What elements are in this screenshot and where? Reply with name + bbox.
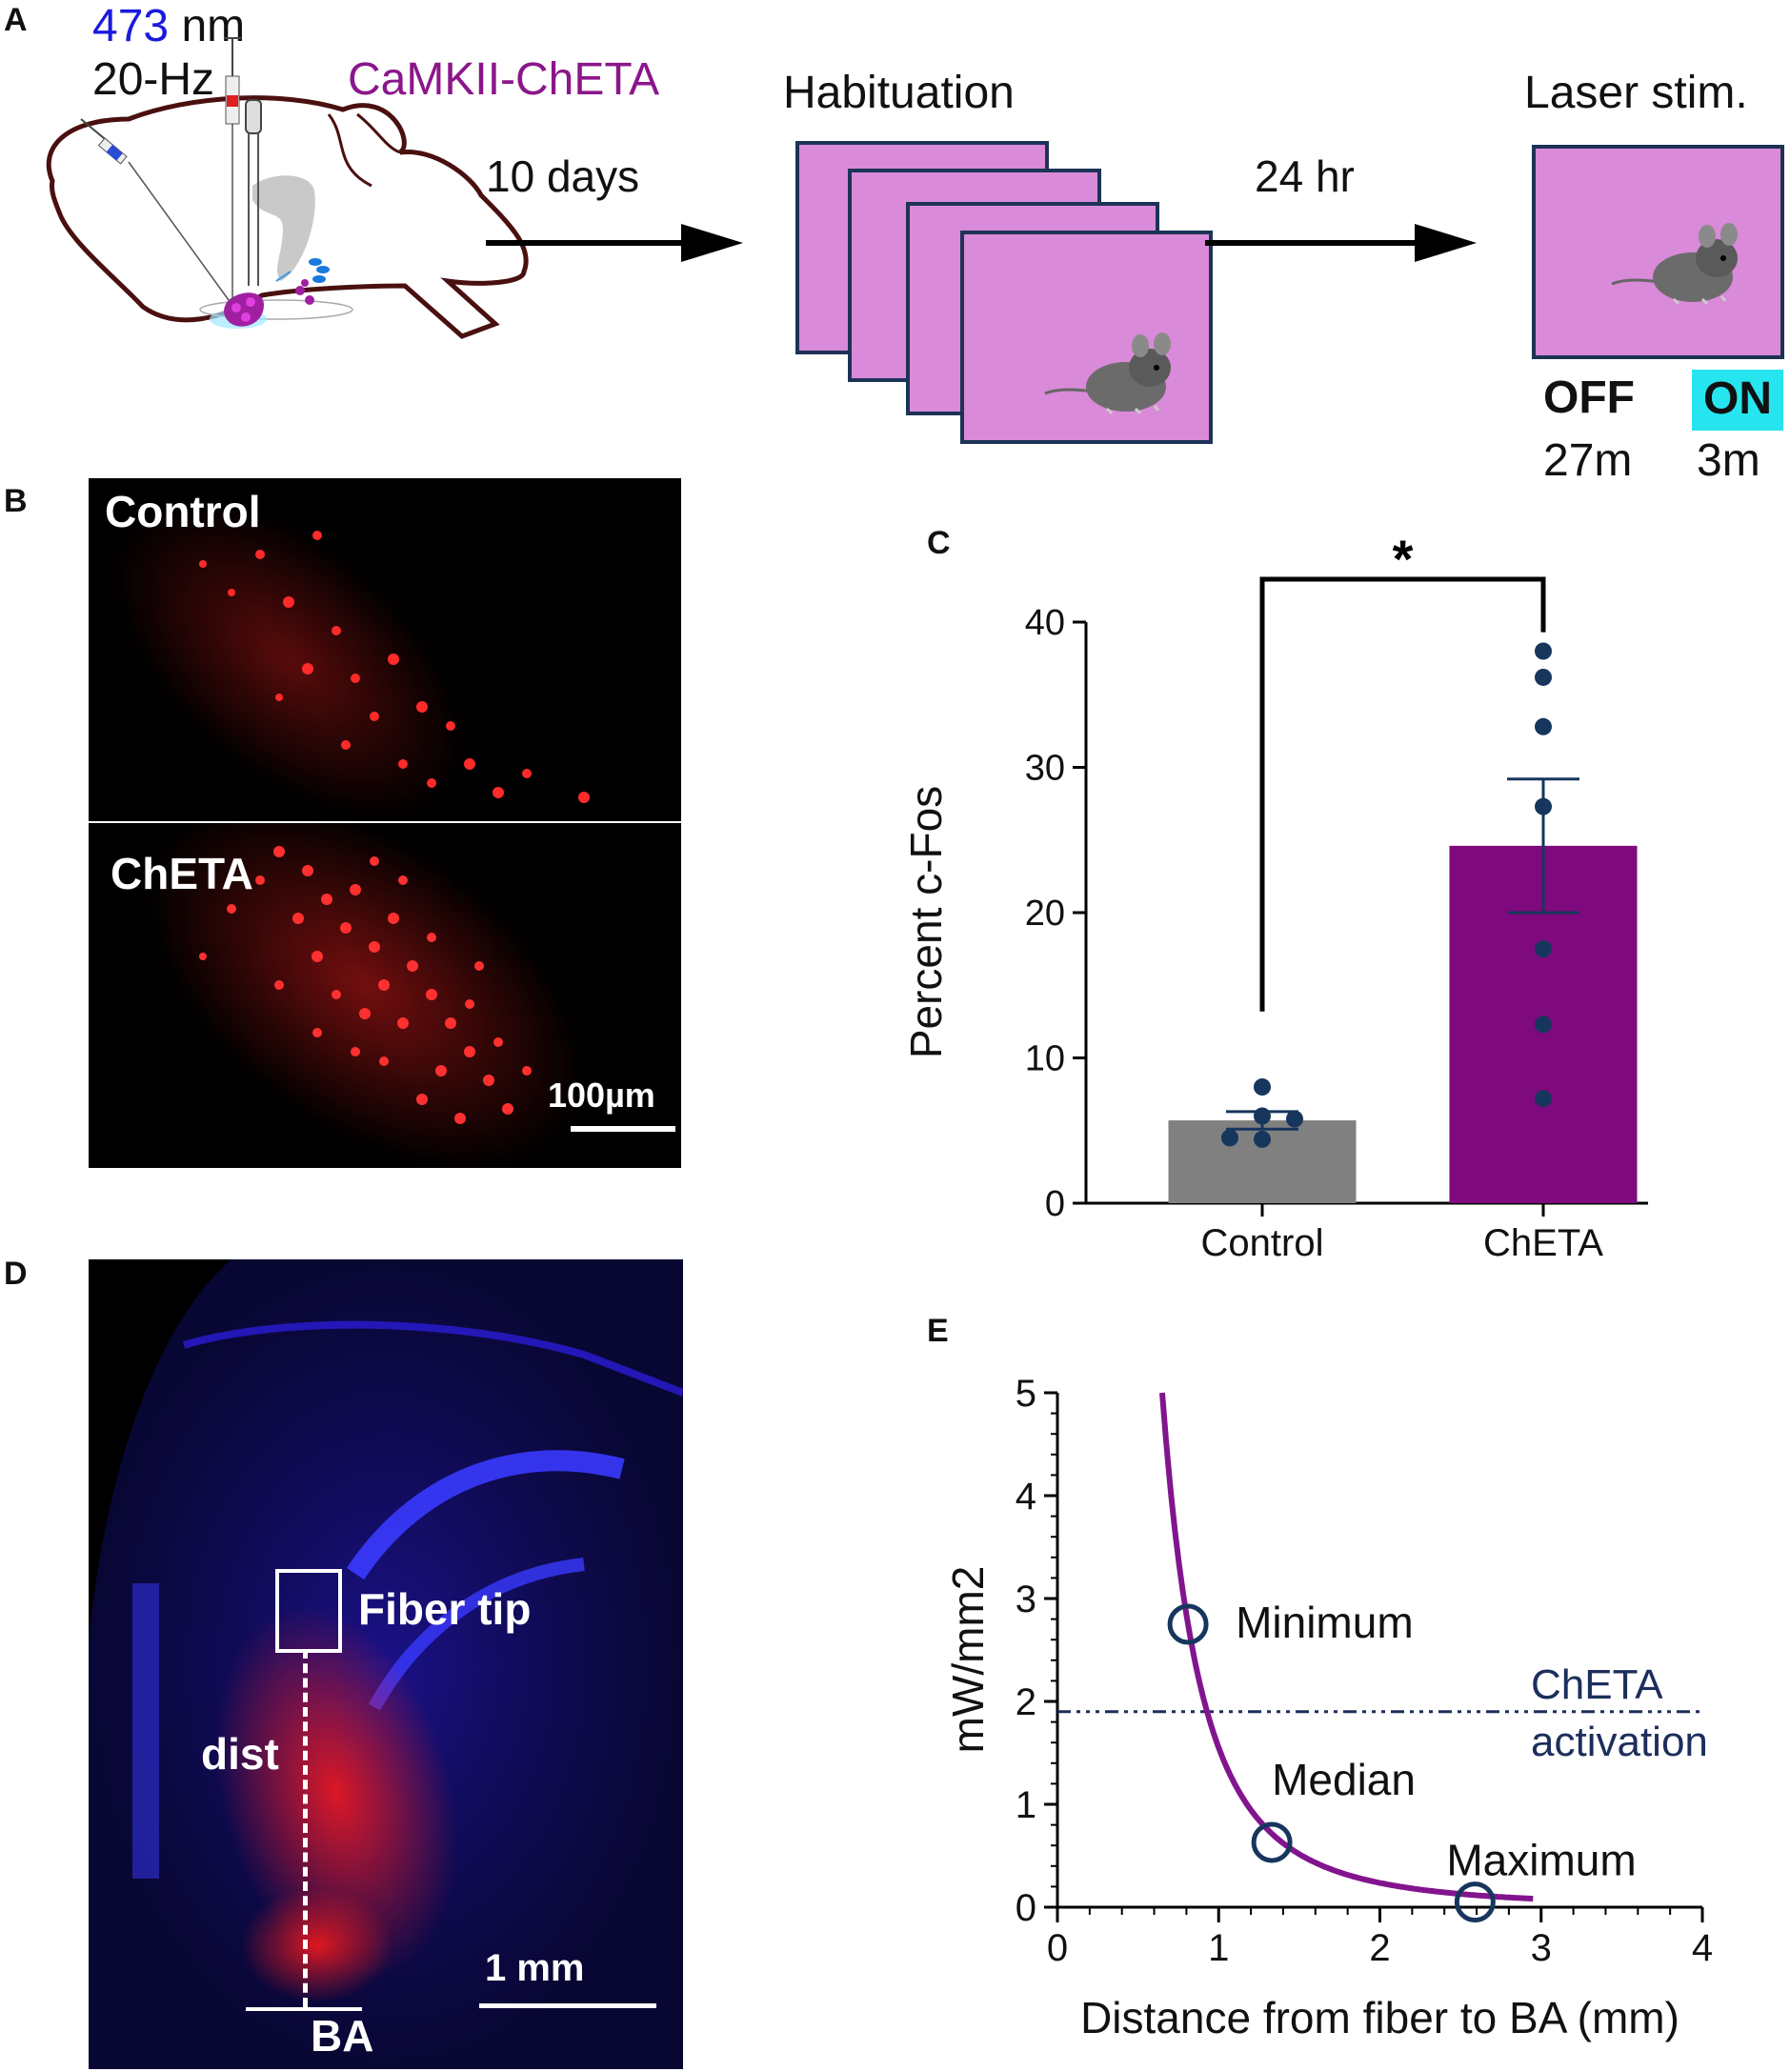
arrow-10days [486,224,743,262]
y-tick-label: 40 [1025,603,1065,643]
data-point [1535,1016,1552,1034]
off-duration: 27m [1543,435,1633,486]
marker-maximum [1454,1881,1496,1923]
on-label: ON [1692,370,1783,431]
data-point [1535,797,1552,815]
y-tick-label: 30 [1025,749,1065,789]
scalebar-label-100um: 100µm [548,1076,655,1115]
significance-star: * [1393,529,1414,589]
c-fos-bar-chart: 0 10 20 30 40 Percent c-Fos Control ChETA * [901,529,1648,1264]
data-point [1535,940,1552,958]
y-axis-label: Percent c-Fos [901,786,951,1058]
scalebar-label-1mm: 1 mm [485,1947,585,1989]
laser-stim-label: Laser stim. [1524,68,1748,118]
y-tick-label: 0 [1016,1887,1036,1929]
data-point [1254,1107,1271,1125]
cheta-cfos-image [146,823,584,1168]
data-point [1254,1130,1271,1148]
delay-24-hr-label: 24 hr [1255,151,1355,201]
delay-10-days-label: 10 days [486,151,640,201]
y-tick-label: 4 [1016,1476,1036,1518]
y-tick-label: 5 [1016,1373,1036,1415]
off-label: OFF [1543,372,1635,423]
striatum-shape [252,175,315,281]
x-tick-label: 3 [1531,1927,1552,1969]
panel-letter-d: D [4,1256,28,1292]
y-axis-label: mW/mm2 [943,1566,993,1754]
on-duration: 3m [1697,435,1760,486]
data-point [1286,1110,1303,1128]
cage-frame-4 [960,231,1213,444]
data-point [1535,1090,1552,1108]
wavelength-value: 473 [92,1,170,51]
stim-parameters-line1: 473 nm [92,0,245,52]
panel-letter-e: E [927,1313,949,1349]
optic-fiber-implant [224,37,262,300]
panel-letter-b: B [4,483,28,519]
micrograph-section: Fiber tip dist BA 1 mm [89,1259,683,2069]
irradiance-curve [1159,1392,1534,1902]
marker-median [1251,1821,1293,1863]
ba-label: BA [311,2011,374,2061]
mouse-icon-test [1611,223,1738,306]
y-tick-label: 10 [1025,1039,1065,1079]
brain-diagram [46,37,529,339]
y-tick-label: 2 [1016,1681,1036,1723]
marker-minimum [1167,1603,1209,1645]
marker-label-minimum: Minimum [1236,1598,1414,1647]
fiber-tip-box [275,1569,342,1653]
test-cage [1532,145,1784,359]
marker-label-median: Median [1272,1755,1416,1804]
ba-border-line [246,2007,362,2011]
data-point [1254,1078,1271,1096]
mouse-icon [1044,332,1171,415]
injection-syringe [80,118,230,301]
x-tick-label: 0 [1047,1927,1068,1969]
x-tick-label: 1 [1208,1927,1229,1969]
frequency-label: 20-Hz [92,54,215,105]
y-tick-label: 20 [1025,894,1065,934]
construct-label: CaMKII-ChETA [348,54,660,105]
irradiance-line-chart: 0 1 2 3 4 5 0 1 2 3 4 Distance from fiber to BA (mm… [943,1373,1713,2042]
x-tick-label: ChETA [1483,1222,1603,1264]
data-point [1535,642,1552,660]
distance-line [303,1649,308,2007]
data-point [1535,717,1552,735]
habituation-label: Habituation [783,68,1015,118]
data-point [1535,668,1552,686]
x-tick-label: Control [1201,1222,1324,1264]
y-tick-label: 1 [1016,1784,1036,1826]
fiber-tip-label: Fiber tip [358,1584,532,1634]
panel-letter-c: C [927,525,951,561]
scalebar-100um [571,1126,675,1132]
cheta-image-label: ChETA [111,849,253,898]
micrograph-control: Control [89,478,681,821]
arrow-24hr [1205,224,1477,262]
threshold-label-line1: ChETA [1531,1661,1663,1708]
scalebar-1mm [479,2003,656,2008]
panel-letter-a: A [4,2,28,38]
y-tick-label: 3 [1016,1579,1036,1620]
x-axis-label: Distance from fiber to BA (mm) [1080,1993,1679,2042]
control-cfos-image [111,498,590,820]
control-image-label: Control [105,487,261,536]
marker-label-maximum: Maximum [1446,1836,1636,1885]
wavelength-unit: nm [181,1,246,51]
micrograph-cheta: ChETA 100µm [89,823,681,1168]
brain-section-image [89,1259,683,2069]
y-tick-label: 0 [1045,1184,1065,1224]
data-point [1221,1129,1238,1147]
threshold-label-line2: activation [1531,1719,1708,1765]
x-tick-label: 2 [1369,1927,1390,1969]
significance-bracket [1259,576,1546,1012]
x-tick-label: 4 [1692,1927,1713,1969]
dist-label: dist [201,1729,279,1779]
